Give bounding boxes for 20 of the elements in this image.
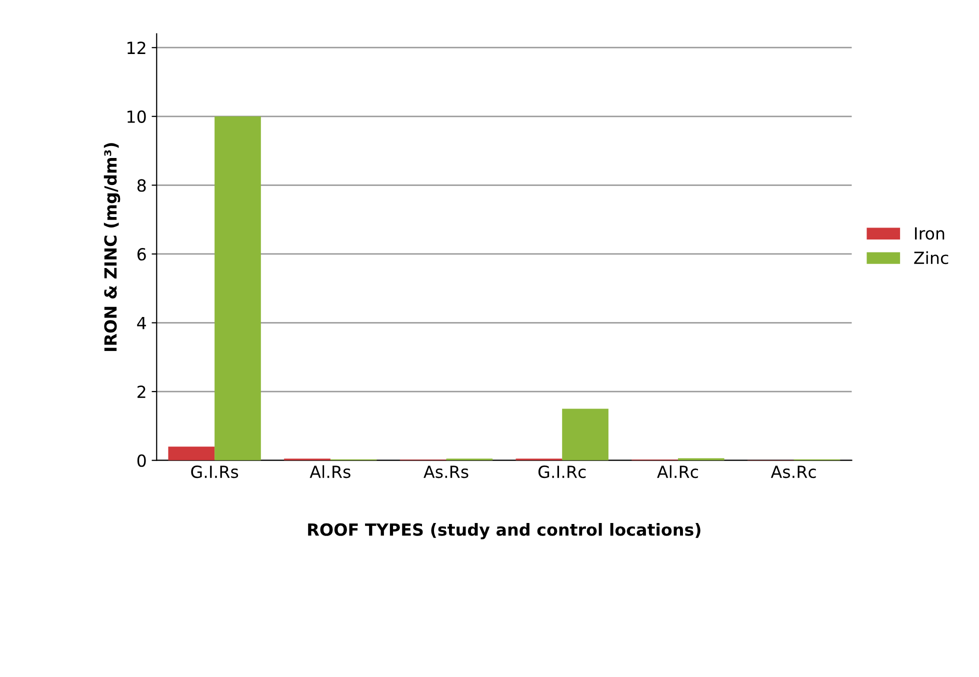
y-axis-title: IRON & ZINC (mg/dm³) — [104, 143, 120, 351]
x-axis-title: ROOF TYPES (study and control locations) — [308, 523, 700, 540]
y-tick-label: 2 — [138, 386, 146, 398]
bar — [214, 116, 261, 460]
x-tick-label: G.I.Rs — [191, 466, 238, 478]
x-tick-label: Al.Rc — [657, 465, 698, 478]
x-tick-label: G.I.Rc — [538, 466, 586, 478]
bar — [562, 408, 608, 460]
y-tick-label: 6 — [137, 248, 146, 261]
bar — [168, 446, 215, 460]
x-tick-label: As.Rc — [770, 466, 816, 478]
y-tick-label: 0 — [137, 454, 146, 467]
x-tick-label: Al.Rs — [310, 465, 350, 478]
legend-label: Zinc — [914, 251, 948, 264]
y-tick-label: 12 — [128, 42, 146, 54]
x-tick-label: As.Rs — [424, 466, 468, 478]
y-tick-label: 4 — [137, 316, 146, 330]
legend-label: Iron — [915, 227, 944, 240]
y-tick-label: 8 — [137, 179, 146, 192]
y-tick-label: 10 — [128, 110, 146, 123]
